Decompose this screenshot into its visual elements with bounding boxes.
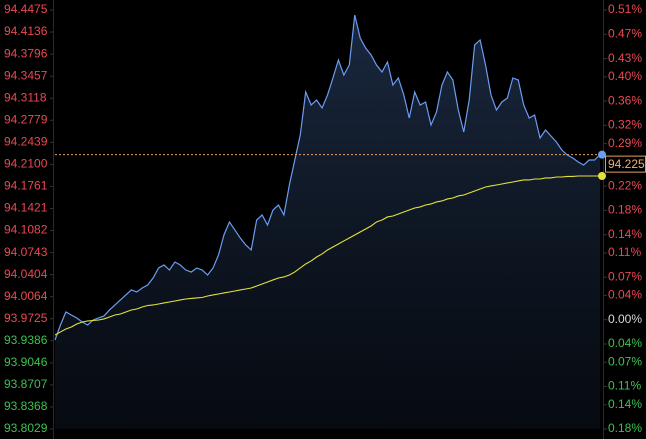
average-end-dot	[598, 172, 606, 181]
area-fill	[55, 15, 600, 429]
y-tick-label: 93.8368	[4, 399, 48, 413]
y2-tick-label: 0.36%	[608, 93, 642, 107]
y-tick-label: 94.3457	[4, 68, 48, 82]
y-tick-label: 93.9386	[4, 333, 48, 347]
y2-tick-label: 0.32%	[608, 118, 642, 132]
y2-tick-label: 0.04%	[608, 288, 642, 302]
price-line	[54, 14, 601, 341]
y-tick-label: 94.0064	[4, 289, 48, 303]
y2-tick-label: 0.22%	[608, 178, 642, 192]
y-tick-label: 94.2779	[4, 112, 48, 126]
y-tick-label: 94.1761	[4, 179, 48, 193]
y2-tick-label: 0.40%	[608, 69, 642, 83]
y2-tick-label: 0.18%	[608, 203, 642, 217]
y2-tick-label: 0.43%	[608, 51, 642, 65]
y-tick-label: 94.4136	[4, 24, 48, 38]
y-tick-label: 93.8707	[4, 377, 48, 391]
y-tick-label: 94.0404	[4, 267, 48, 281]
y2-tick-label: 0.51%	[608, 2, 642, 16]
y2-tick-label: 0.14%	[608, 227, 642, 241]
y2-tick-label: 0.07%	[608, 269, 642, 283]
y2-tick-label: 0.11%	[608, 379, 641, 393]
price-end-dot	[598, 150, 606, 159]
y-tick-label: 93.8029	[4, 421, 48, 435]
y-tick-label: 94.1082	[4, 223, 48, 237]
y-tick-label: 94.3796	[4, 46, 48, 60]
y-tick-label: 94.1421	[4, 201, 48, 215]
y-tick-label: 94.4475	[4, 2, 48, 16]
y2-tick-label: 0.07%	[608, 354, 642, 368]
y2-tick-label: 0.04%	[608, 336, 642, 350]
y2-tick-label: 0.11%	[608, 245, 641, 259]
y2-tick-label: 0.18%	[608, 421, 642, 435]
y2-tick-label: 0.00%	[608, 312, 642, 326]
y2-tick-label: 0.29%	[608, 136, 642, 150]
y-tick-label: 93.9725	[4, 311, 48, 325]
y-tick-label: 94.3118	[4, 90, 47, 104]
y-tick-label: 94.2439	[4, 135, 48, 149]
y-tick-label: 94.2100	[4, 157, 48, 171]
y2-tick-label: 0.47%	[608, 26, 642, 40]
y2-tick-label: 0.14%	[608, 397, 642, 411]
price-label: 94.225	[608, 157, 645, 171]
y-tick-label: 93.9046	[4, 355, 48, 369]
average-line	[54, 175, 600, 336]
y-tick-label: 94.0743	[4, 245, 48, 259]
